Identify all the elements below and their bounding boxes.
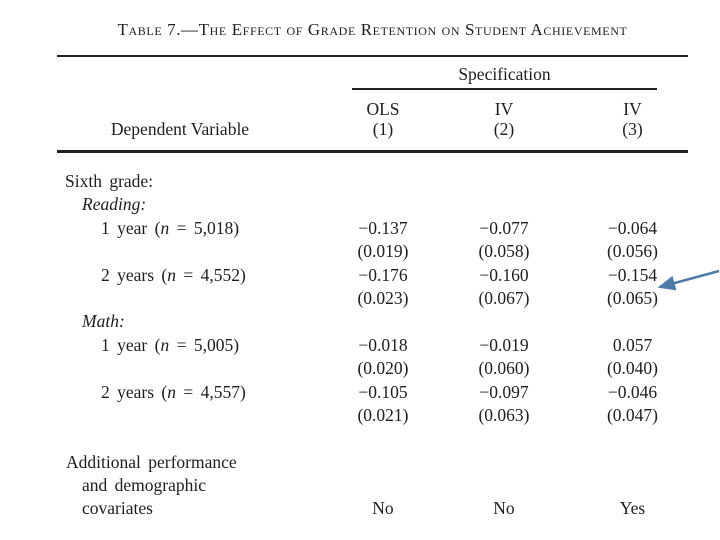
col-number-3: (3) [622, 119, 643, 139]
spec-spanner-label: Specification [458, 64, 551, 84]
blank-spacer-row [57, 427, 688, 450]
subsection-row-reading: Reading: [57, 193, 688, 216]
stub-header-dependent-variable: Dependent Variable [110, 119, 250, 139]
column-numbers-row: Dependent Variable (1) (2) (3) [57, 119, 688, 139]
footer-label-line-1: Additional performance [57, 451, 688, 474]
subsection-row-math: Math: [57, 310, 688, 333]
se-row-reading-1yr: (0.019) (0.058) (0.056) [57, 240, 688, 263]
estimate-cell: −0.176 [358, 264, 408, 285]
row-label: 2 years (n = 4,557) [57, 381, 325, 404]
subsection-label: Reading: [82, 194, 147, 215]
se-row-math-2yr: (0.021) (0.063) (0.047) [57, 404, 688, 427]
estimate-cell: 0.057 [612, 334, 653, 355]
se-cell: (0.067) [478, 287, 530, 308]
se-cell: (0.019) [357, 241, 409, 262]
spec-spanner-rule [352, 88, 657, 90]
estimate-cell-annotated: −0.154 [607, 264, 658, 285]
header-body-rule [57, 150, 688, 153]
footer-label: and demographic [82, 475, 206, 496]
covariates-value: Yes [619, 498, 646, 519]
footer-label: Additional performance [66, 451, 237, 472]
row-label-pre: 2 years ( [101, 381, 168, 402]
estimate-cell: −0.019 [479, 334, 529, 355]
col-number-1: (1) [372, 119, 394, 139]
section-row-sixth-grade: Sixth grade: [57, 170, 688, 193]
se-cell: (0.060) [478, 358, 530, 379]
n-variable: n [160, 334, 170, 355]
row-label: 1 year (n = 5,005) [57, 334, 325, 357]
se-cell: (0.021) [357, 404, 409, 425]
n-variable: n [160, 217, 170, 238]
estimate-cell: −0.097 [479, 381, 529, 402]
se-row-reading-2yr: (0.023) (0.067) (0.065) [57, 287, 688, 310]
col-header-ols: OLS [366, 99, 400, 119]
se-cell: (0.056) [606, 241, 659, 262]
covariates-value: No [372, 498, 394, 519]
section-label: Sixth grade: [65, 171, 154, 191]
covariates-value: No [493, 498, 515, 519]
se-cell: (0.047) [606, 404, 659, 425]
row-label-post: = 4,557) [176, 381, 246, 402]
col-number-2: (2) [493, 119, 515, 139]
data-row-reading-1yr: 1 year (n = 5,018) −0.137 −0.077 −0.064 [57, 217, 688, 240]
annotation-arrow-icon [657, 269, 720, 291]
se-cell: (0.063) [478, 404, 530, 425]
row-label-pre: 2 years ( [101, 264, 168, 285]
footer-label: covariates [82, 498, 153, 519]
data-row-math-2yr: 2 years (n = 4,557) −0.105 −0.097 −0.046 [57, 381, 688, 404]
estimate-cell: −0.137 [358, 217, 408, 238]
estimate-cell: −0.046 [607, 381, 658, 402]
se-cell: (0.058) [478, 241, 530, 262]
estimate-cell: −0.160 [479, 264, 529, 285]
row-label-post: = 4,552) [176, 264, 246, 285]
col-header-iv2: IV [494, 99, 514, 119]
se-cell: (0.065) [606, 287, 659, 308]
data-row-reading-2yr: 2 years (n = 4,552) −0.176 −0.160 −0.154 [57, 264, 688, 287]
estimate-cell: −0.077 [479, 217, 529, 238]
subsection-label: Math: [82, 311, 125, 332]
row-label-post: = 5,005) [169, 334, 240, 355]
data-row-math-1yr: 1 year (n = 5,005) −0.018 −0.019 0.057 [57, 334, 688, 357]
footer-values-row: covariates No No Yes [57, 497, 688, 520]
row-label-pre: 1 year ( [101, 334, 161, 355]
se-row-math-1yr: (0.020) (0.060) (0.040) [57, 357, 688, 380]
se-cell: (0.040) [606, 358, 659, 379]
row-label: 2 years (n = 4,552) [57, 264, 325, 287]
column-methods-row: OLS IV IV [57, 99, 688, 119]
estimate-cell: −0.018 [358, 334, 408, 355]
row-label-pre: 1 year ( [101, 217, 161, 238]
se-cell: (0.020) [357, 358, 409, 379]
row-label-post: = 5,018) [169, 217, 240, 238]
n-variable: n [167, 381, 177, 402]
estimate-cell: −0.064 [607, 217, 658, 238]
top-rule [57, 55, 688, 57]
se-cell: (0.023) [357, 287, 409, 308]
footer-label-line-2: and demographic [57, 474, 688, 497]
table-title: Table 7.—The Effect of Grade Retention o… [117, 20, 628, 39]
estimate-cell: −0.105 [358, 381, 408, 402]
row-label: 1 year (n = 5,018) [57, 217, 325, 240]
table-body: Sixth grade: Reading: 1 year (n = 5,018)… [57, 170, 688, 521]
col-header-iv3: IV [623, 99, 642, 119]
n-variable: n [167, 264, 177, 285]
